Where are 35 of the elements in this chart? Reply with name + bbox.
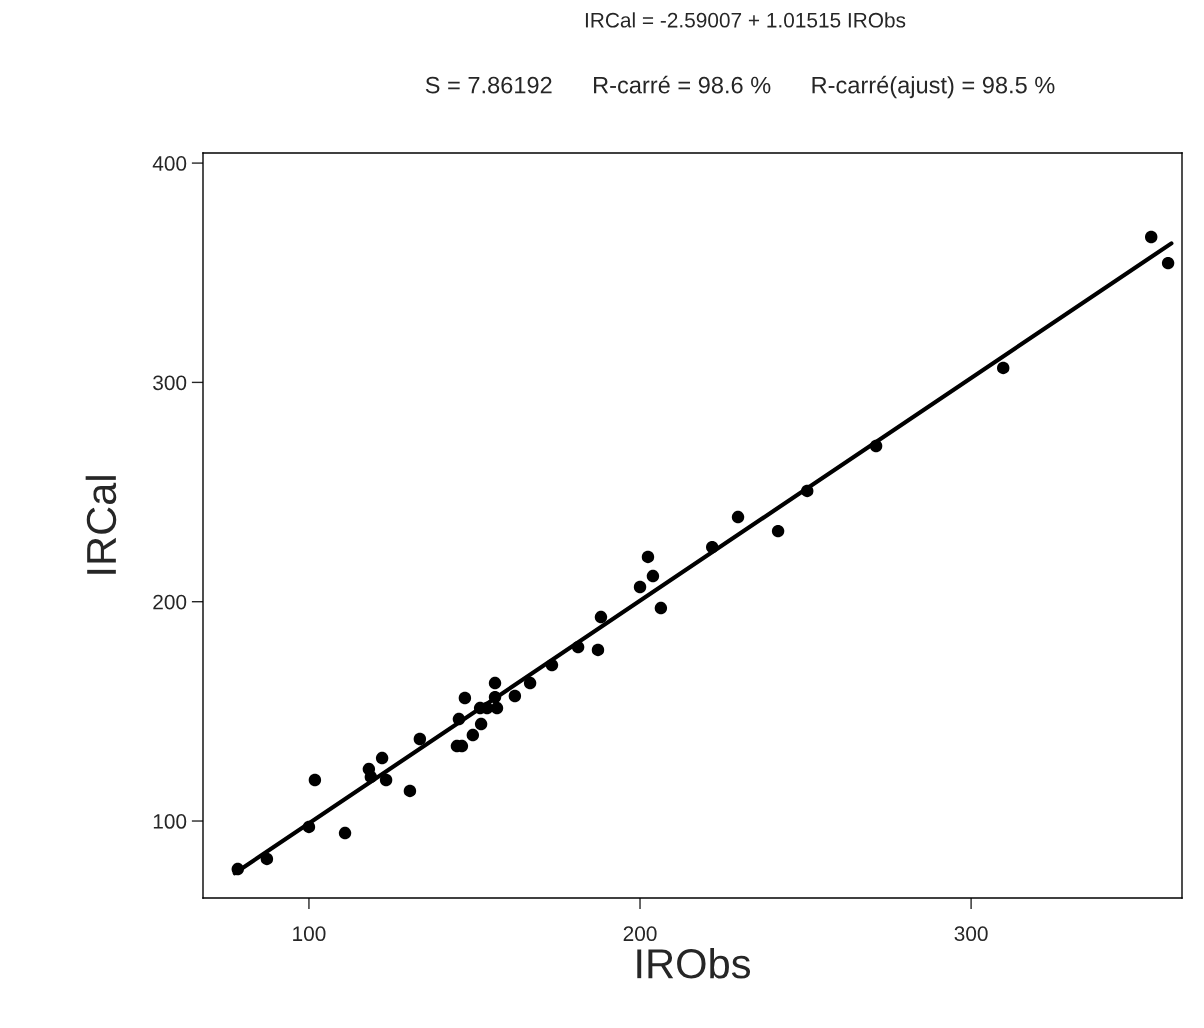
point bbox=[413, 732, 427, 746]
point bbox=[338, 826, 352, 840]
point bbox=[490, 701, 504, 715]
x-axis-title: IRObs bbox=[637, 947, 751, 979]
point bbox=[591, 643, 605, 657]
point bbox=[654, 601, 668, 615]
point bbox=[1145, 230, 1158, 244]
x-tick-label: 300 bbox=[954, 926, 988, 942]
point bbox=[633, 580, 647, 594]
point bbox=[403, 784, 417, 798]
point bbox=[508, 689, 522, 703]
point bbox=[731, 510, 745, 524]
point bbox=[466, 728, 480, 742]
x-tick-label: 200 bbox=[623, 926, 657, 942]
point bbox=[771, 524, 785, 538]
y-tick-label: 400 bbox=[152, 156, 187, 171]
point bbox=[375, 751, 389, 765]
point bbox=[474, 717, 488, 731]
point bbox=[997, 361, 1010, 375]
chart-subtitle: S = 7.86192 R-carré = 98.6 % R-carré(ajust) = 98.5 % bbox=[425, 75, 1055, 99]
point bbox=[379, 773, 393, 787]
y-tick-label: 300 bbox=[153, 375, 187, 391]
point bbox=[646, 569, 660, 583]
point bbox=[488, 676, 502, 690]
point bbox=[523, 676, 537, 690]
y-tick-label: 100 bbox=[153, 814, 187, 829]
y-axis-title: IRCal bbox=[85, 476, 117, 574]
y-tick-label: 200 bbox=[153, 594, 187, 610]
point bbox=[641, 550, 655, 564]
chart-title: IRCal = -2.59007 + 1.01515 IRObs bbox=[585, 12, 906, 28]
point bbox=[1161, 256, 1175, 270]
point bbox=[594, 610, 608, 624]
point bbox=[458, 691, 472, 705]
x-tick-label: 100 bbox=[293, 926, 326, 942]
point bbox=[308, 773, 322, 787]
